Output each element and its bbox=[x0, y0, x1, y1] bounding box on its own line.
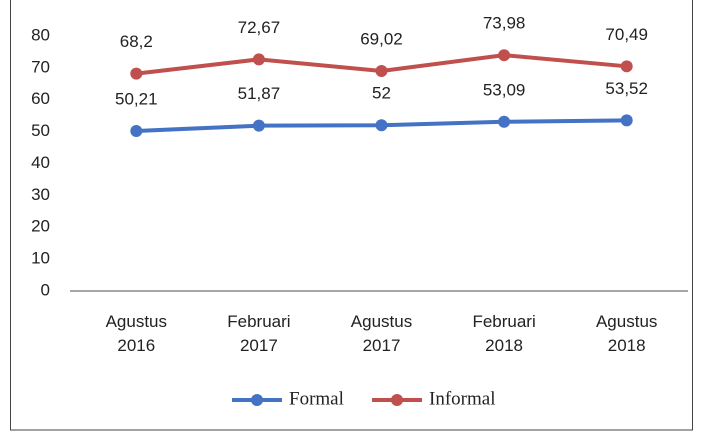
data-label: 53,09 bbox=[483, 80, 526, 99]
frame bbox=[10, 0, 693, 431]
data-label: 53,52 bbox=[605, 79, 648, 98]
legend-label: Formal bbox=[289, 388, 344, 409]
point bbox=[620, 60, 633, 73]
point bbox=[252, 119, 265, 132]
legend-marker bbox=[251, 394, 263, 406]
y-tick-label: 30 bbox=[31, 185, 50, 204]
x-tick-label: Agustus 2017 bbox=[350, 312, 413, 355]
data-label: 51,87 bbox=[238, 84, 281, 103]
x-tick-label: Agustus 2016 bbox=[105, 312, 168, 355]
y-tick-label: 60 bbox=[31, 89, 50, 108]
data-label: 70,49 bbox=[605, 25, 648, 44]
y-tick-label: 50 bbox=[31, 121, 50, 140]
y-tick-label: 70 bbox=[31, 57, 50, 76]
x-tick-label: Agustus 2018 bbox=[595, 312, 658, 355]
point bbox=[498, 49, 511, 62]
point bbox=[375, 119, 388, 132]
legend-label: Informal bbox=[429, 388, 495, 409]
data-label: 52 bbox=[372, 84, 391, 103]
data-label: 69,02 bbox=[360, 29, 403, 48]
y-tick-label: 40 bbox=[31, 153, 50, 172]
y-tick-label: 0 bbox=[41, 280, 50, 299]
data-label: 68,2 bbox=[120, 32, 153, 51]
data-label: 73,98 bbox=[483, 14, 526, 33]
data-label: 72,67 bbox=[238, 18, 281, 37]
x-tick-label: Februari 2018 bbox=[472, 312, 536, 355]
point bbox=[130, 67, 143, 80]
y-tick-label: 20 bbox=[31, 217, 50, 236]
y-tick-label: 80 bbox=[31, 25, 50, 44]
y-tick-label: 10 bbox=[31, 249, 50, 268]
point bbox=[130, 124, 143, 137]
point bbox=[498, 115, 511, 128]
x-tick-label: Februari 2017 bbox=[227, 312, 291, 355]
point bbox=[620, 114, 633, 127]
point bbox=[375, 64, 388, 77]
point bbox=[252, 53, 265, 66]
data-label: 50,21 bbox=[115, 89, 158, 108]
legend-marker bbox=[391, 394, 403, 406]
